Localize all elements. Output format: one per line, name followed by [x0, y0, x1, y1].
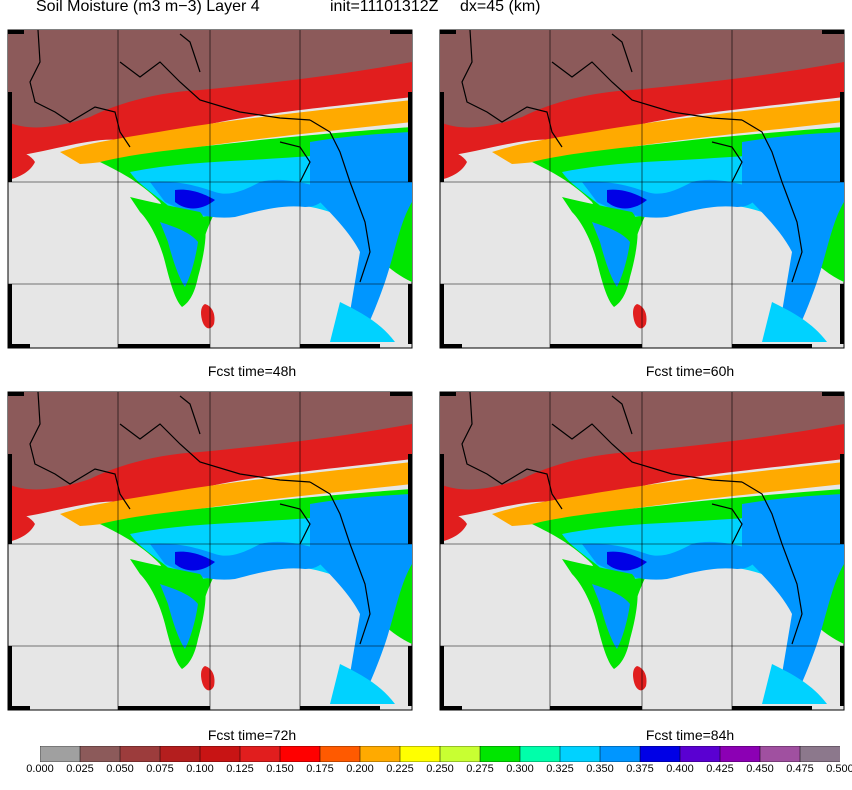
- map-panel-bottom-right: [432, 384, 852, 718]
- colorbar-swatch: [519, 746, 561, 762]
- colorbar-tick-label: 0.175: [306, 763, 334, 775]
- colorbar-tick-label: 0.150: [266, 763, 294, 775]
- colorbar-swatch: [679, 746, 721, 762]
- colorbar-swatch: [40, 746, 81, 762]
- map-panel-top-right: [432, 22, 852, 356]
- colorbar-swatch: [759, 746, 801, 762]
- colorbar-tick-label: 0.375: [626, 763, 654, 775]
- colorbar-swatch: [199, 746, 241, 762]
- colorbar-tick-label: 0.050: [106, 763, 134, 775]
- colorbar-swatch: [799, 746, 840, 762]
- colorbar-tick-label: 0.325: [546, 763, 574, 775]
- colorbar-tick-label: 0.000: [26, 763, 54, 775]
- colorbar-tick-label: 0.200: [346, 763, 374, 775]
- colorbar-tick-label: 0.300: [506, 763, 534, 775]
- colorbar-swatch: [599, 746, 641, 762]
- colorbar: [40, 746, 840, 762]
- colorbar-swatch: [119, 746, 161, 762]
- colorbar-tick-label: 0.275: [466, 763, 494, 775]
- colorbar-swatch: [239, 746, 281, 762]
- colorbar-tick-label: 0.250: [426, 763, 454, 775]
- colorbar-swatch: [319, 746, 361, 762]
- map-panel-top-left: [0, 22, 420, 356]
- colorbar-tick-label: 0.075: [146, 763, 174, 775]
- colorbar-swatch: [479, 746, 521, 762]
- figure-header: Soil Moisture (m3 m−3) Layer 4 init=1110…: [0, 0, 852, 22]
- colorbar-swatch: [159, 746, 201, 762]
- colorbar-labels: 0.000 0.025 0.050 0.075 0.100 0.125 0.150 0.175…: [0, 763, 852, 783]
- colorbar-swatch: [279, 746, 321, 762]
- colorbar-tick-label: 0.350: [586, 763, 614, 775]
- soil-moisture-map: [439, 29, 845, 349]
- colorbar-tick-label: 0.100: [186, 763, 214, 775]
- panel-caption-4: Fcst time=84h: [645, 727, 735, 743]
- soil-moisture-map: [7, 29, 413, 349]
- colorbar-tick-label: 0.125: [226, 763, 254, 775]
- init-time: init=11101312Z: [330, 0, 439, 15]
- colorbar-swatch: [79, 746, 121, 762]
- figure-title: Soil Moisture (m3 m−3) Layer 4: [36, 0, 260, 15]
- colorbar-swatch: [359, 746, 401, 762]
- panel-caption-2: Fcst time=60h: [645, 363, 735, 379]
- colorbar-tick-label: 0.225: [386, 763, 414, 775]
- colorbar-tick-label: 0.425: [706, 763, 734, 775]
- colorbar-swatch: [719, 746, 761, 762]
- colorbar-tick-label: 0.500: [826, 763, 852, 775]
- panel-caption-1: Fcst time=48h: [207, 363, 297, 379]
- colorbar-swatch: [559, 746, 601, 762]
- grid-spacing: dx=45 (km): [460, 0, 541, 15]
- panel-caption-3: Fcst time=72h: [207, 727, 297, 743]
- colorbar-tick-label: 0.450: [746, 763, 774, 775]
- map-panel-bottom-left: [0, 384, 420, 718]
- colorbar-swatch: [439, 746, 481, 762]
- colorbar-tick-label: 0.475: [786, 763, 814, 775]
- colorbar-tick-label: 0.025: [66, 763, 94, 775]
- soil-moisture-map: [7, 391, 413, 711]
- soil-moisture-map: [439, 391, 845, 711]
- colorbar-swatch: [399, 746, 441, 762]
- colorbar-swatch: [639, 746, 681, 762]
- colorbar-tick-label: 0.400: [666, 763, 694, 775]
